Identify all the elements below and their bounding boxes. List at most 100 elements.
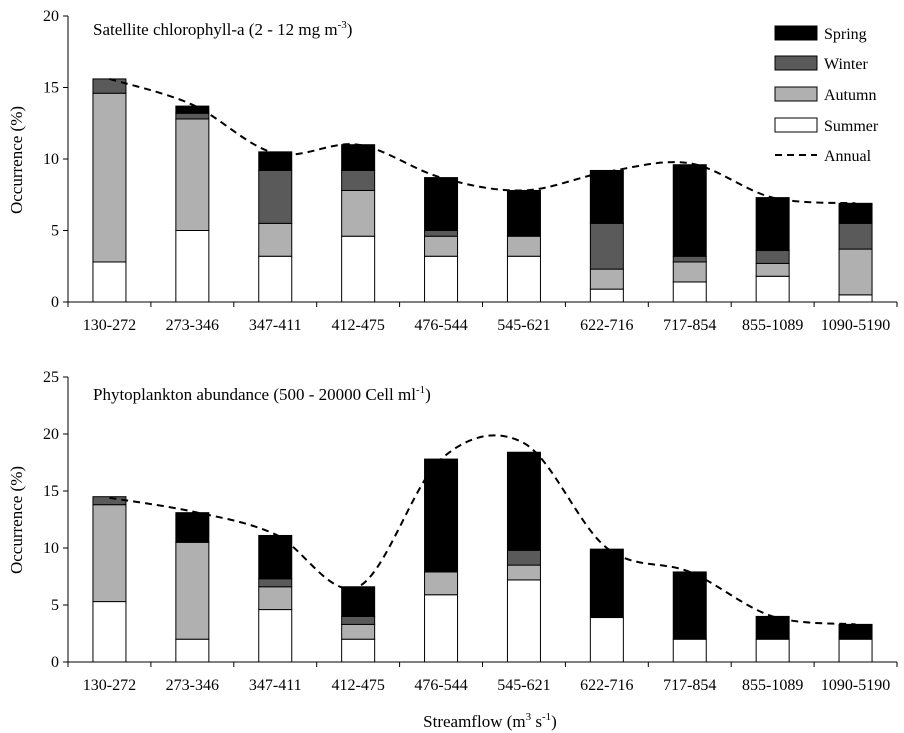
bar-summer <box>672 281 707 303</box>
legend-swatch-autumn <box>774 86 818 102</box>
bar-spring <box>506 189 541 237</box>
chlorophyll-panel-title: Satellite chlorophyll-a (2 - 12 mg m-3) <box>93 19 352 39</box>
y-tick-label: 5 <box>51 223 59 240</box>
bar-summer <box>175 230 210 303</box>
bar-autumn <box>175 541 210 640</box>
legend-label-spring: Spring <box>824 26 867 43</box>
bar-autumn <box>92 92 127 263</box>
y-tick-label: 10 <box>43 151 59 168</box>
y-tick-label: 25 <box>43 369 59 386</box>
bar-winter <box>92 78 127 94</box>
bar-winter <box>258 169 293 224</box>
legend-swatch-spring <box>774 25 818 41</box>
bar-autumn <box>755 262 790 277</box>
bar-summer <box>258 609 293 663</box>
x-tick-label: 476-544 <box>414 317 467 334</box>
bar-autumn <box>424 235 459 257</box>
bar-spring <box>506 451 541 551</box>
y-tick-label: 20 <box>43 8 59 25</box>
chlorophyll-panel: Satellite chlorophyll-a (2 - 12 mg m-3) … <box>7 8 898 334</box>
bar-autumn <box>838 248 873 296</box>
legend-label-winter: Winter <box>824 56 868 73</box>
chlorophyll-y-axis-title: Occurrence (%) <box>7 106 26 214</box>
bar-winter <box>672 255 707 263</box>
x-tick-label: 412-475 <box>331 677 384 694</box>
y-tick-label: 0 <box>51 294 59 311</box>
bar-summer <box>672 638 707 663</box>
x-tick-label: 273-346 <box>166 317 219 334</box>
phytoplankton-panel: Phytoplankton abundance (500 - 20000 Cel… <box>7 369 898 731</box>
bar-winter <box>341 615 376 625</box>
x-tick-label: 1090-5190 <box>821 317 890 334</box>
y-tick-label: 15 <box>43 80 59 97</box>
legend: Spring Winter Autumn Summer Annual <box>774 25 879 165</box>
bar-summer <box>838 638 873 663</box>
bar-spring <box>258 151 293 171</box>
x-tick-label: 855-1089 <box>742 317 803 334</box>
y-tick-label: 5 <box>51 597 59 614</box>
bar-autumn <box>506 564 541 581</box>
bar-spring <box>341 144 376 171</box>
bar-spring <box>838 202 873 224</box>
bar-spring <box>672 164 707 257</box>
x-tick-label: 412-475 <box>331 317 384 334</box>
bar-spring <box>755 197 790 252</box>
bar-autumn <box>424 571 459 596</box>
y-tick-label: 10 <box>43 540 59 557</box>
phytoplankton-panel-title: Phytoplankton abundance (500 - 20000 Cel… <box>93 384 431 404</box>
phytoplankton-annual-line <box>109 434 856 626</box>
bar-autumn <box>258 222 293 257</box>
bar-spring <box>175 512 210 543</box>
legend-label-autumn: Autumn <box>824 87 876 104</box>
bar-summer <box>175 638 210 663</box>
bar-summer <box>506 579 541 663</box>
y-tick-label: 0 <box>51 654 59 671</box>
x-tick-label: 476-544 <box>414 677 467 694</box>
bar-summer <box>341 235 376 303</box>
bar-spring <box>424 458 459 573</box>
bar-summer <box>424 594 459 663</box>
bar-winter <box>175 112 210 120</box>
chlorophyll-bars <box>92 78 873 303</box>
bar-autumn <box>175 118 210 231</box>
bar-winter <box>506 549 541 566</box>
phytoplankton-y-axis-title: Occurrence (%) <box>7 466 26 574</box>
x-tick-label: 855-1089 <box>742 677 803 694</box>
bar-summer <box>506 255 541 303</box>
phytoplankton-bars <box>92 451 873 663</box>
legend-label-annual: Annual <box>824 148 872 165</box>
bar-summer <box>92 261 127 303</box>
legend-swatch-summer <box>774 117 818 133</box>
bar-winter <box>589 222 624 270</box>
x-tick-label: 717-854 <box>663 317 716 334</box>
legend-label-summer: Summer <box>824 118 879 135</box>
bar-winter <box>424 230 459 237</box>
bar-summer <box>92 601 127 663</box>
bar-spring <box>424 177 459 231</box>
bar-spring <box>838 623 873 640</box>
legend-swatch-winter <box>774 55 818 71</box>
x-tick-label: 347-411 <box>249 317 302 334</box>
bar-summer <box>589 617 624 663</box>
bar-winter <box>341 169 376 191</box>
chlorophyll-annual-line <box>109 77 856 205</box>
bar-autumn <box>672 261 707 283</box>
bar-summer <box>341 638 376 663</box>
bar-winter <box>838 222 873 250</box>
bar-summer <box>424 255 459 303</box>
bar-summer <box>589 288 624 303</box>
bar-autumn <box>589 268 624 290</box>
chlorophyll-x-tick-labels: 130-272 273-346 347-411 412-475 476-544 545-6… <box>67 302 898 334</box>
x-tick-label: 717-854 <box>663 677 716 694</box>
bar-summer <box>838 294 873 303</box>
bar-spring <box>589 169 624 224</box>
x-tick-label: 545-621 <box>497 317 550 334</box>
bar-autumn <box>341 189 376 237</box>
y-tick-label: 15 <box>43 483 59 500</box>
bar-spring <box>589 548 624 619</box>
bar-summer <box>755 638 790 663</box>
x-tick-label: 130-272 <box>83 677 136 694</box>
bar-winter <box>755 250 790 264</box>
bar-summer <box>258 255 293 303</box>
